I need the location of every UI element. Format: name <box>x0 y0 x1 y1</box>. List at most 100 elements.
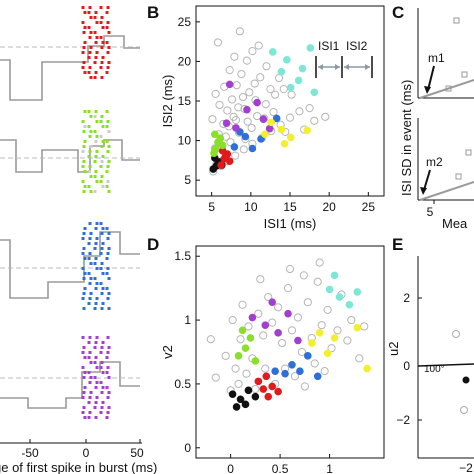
panel-b: B 5 10 15 20 25 5 10 15 20 25 ISI1 (ms) ISI2 (ms) I… <box>147 3 385 231</box>
raster-spike <box>99 135 103 138</box>
panel-e-y-tick-label-m2: −2 <box>396 413 410 427</box>
raster-spike <box>105 26 109 29</box>
panel-b-data-point <box>305 104 314 113</box>
raster-spike <box>87 170 91 173</box>
raster-spike <box>99 222 103 225</box>
panel-d-data-point <box>206 335 215 344</box>
panel-d-y-tick-label: 0.5 <box>174 377 191 391</box>
panel-c-bottom-point <box>465 149 472 156</box>
raster-spike <box>106 411 110 414</box>
panel-d-data-point <box>296 367 304 375</box>
raster-spike <box>99 366 103 369</box>
raster-spike <box>87 110 91 113</box>
raster-spike <box>105 71 109 74</box>
raster-spike <box>81 180 85 183</box>
panel-b-x-tick-label: 5 <box>208 200 215 214</box>
inset-arrowhead-2a <box>344 64 349 70</box>
raster-spike <box>89 76 93 79</box>
raster-spike <box>81 51 85 54</box>
raster-spike <box>88 51 92 54</box>
panel-b-data-point <box>261 100 270 109</box>
panel-d-data-point <box>307 339 316 347</box>
raster-spike <box>89 361 93 364</box>
panel-d-data-point <box>234 352 243 360</box>
panel-c-x-tick-label: 5 <box>427 205 434 219</box>
raster-spike <box>83 11 87 14</box>
raster-spike <box>87 155 91 158</box>
panel-d-data-point <box>285 264 295 274</box>
panel-d-data-point <box>261 321 270 329</box>
raster-spike <box>89 145 93 148</box>
panel-d-data-point <box>251 357 260 365</box>
raster-spike <box>100 76 104 79</box>
panel-b-data-point <box>230 143 239 151</box>
raster-spike <box>106 237 110 240</box>
raster-spike <box>99 180 103 183</box>
panel-b-data-point <box>277 67 286 76</box>
raster-spike <box>93 130 97 133</box>
raster-spike <box>101 401 105 404</box>
raster-spike <box>81 237 85 240</box>
panel-b-label: B <box>147 3 159 22</box>
raster-spike <box>95 36 99 39</box>
raster-spike <box>81 120 85 123</box>
raster-spike <box>89 31 93 34</box>
raster-spike <box>106 336 110 339</box>
panel-d-plot-frame <box>195 245 385 459</box>
panel-b-data-point <box>243 105 251 114</box>
panel-b-x-tick-label: 25 <box>362 200 376 214</box>
panel-d-data-point <box>363 364 371 373</box>
panel-a-rasters <box>81 6 111 419</box>
panel-d-data-point <box>353 323 362 332</box>
panel-d-y-tick-label: 1.5 <box>174 249 191 263</box>
panel-b-data-point <box>248 47 257 56</box>
panel-b-data-point <box>253 98 261 107</box>
raster-spike <box>82 61 86 64</box>
raster-spike <box>82 160 86 163</box>
panel-b-data-point <box>241 132 250 141</box>
raster-spike <box>107 247 111 250</box>
raster-spike <box>94 386 98 389</box>
panel-d-data-point <box>294 336 302 345</box>
panel-b-data-point <box>238 92 248 102</box>
raster-spike <box>93 361 97 364</box>
raster-spike <box>99 411 103 414</box>
panel-b-data-point <box>295 107 304 116</box>
panel-c: C m1 m2 5 Mea ISI SD in event (ms) <box>392 3 474 231</box>
raster-spike <box>100 115 104 118</box>
panel-b-x-axis-label: ISI1 (ms) <box>264 216 317 231</box>
raster-spike <box>101 140 105 143</box>
panel-b-data-point <box>211 89 220 98</box>
raster-spike <box>99 351 103 354</box>
panel-c-m2-arrowhead <box>420 187 427 195</box>
raster-spike <box>94 356 98 359</box>
raster-spike <box>81 336 85 339</box>
raster-spike <box>105 11 109 14</box>
raster-spike <box>88 396 92 399</box>
panel-b-data-point <box>211 144 220 153</box>
raster-spike <box>105 272 109 275</box>
panel-b-isi-inset: ISI1 ISI2 <box>315 39 373 78</box>
raster-spike <box>81 6 85 9</box>
raster-spike <box>81 267 85 270</box>
raster-spike <box>89 190 93 193</box>
raster-spike <box>106 180 110 183</box>
panel-c-x-axis-label: Mea <box>442 216 468 231</box>
raster-spike <box>93 61 97 64</box>
inset-isi1-label: ISI1 <box>318 39 340 53</box>
panel-b-data-point <box>216 134 225 143</box>
raster-spike <box>83 227 87 230</box>
raster-spike <box>99 6 103 9</box>
raster-spike <box>107 190 111 193</box>
panel-b-data-point <box>285 113 295 122</box>
raster-spike <box>100 346 104 349</box>
raster-spike <box>87 56 91 59</box>
raster-spike <box>89 232 93 235</box>
raster-spike <box>100 262 104 265</box>
panel-b-data-point <box>286 133 295 142</box>
raster-spike <box>89 115 93 118</box>
panel-b-data-point <box>261 130 269 139</box>
panel-b-data-point <box>259 115 268 124</box>
raster-spike <box>81 366 85 369</box>
